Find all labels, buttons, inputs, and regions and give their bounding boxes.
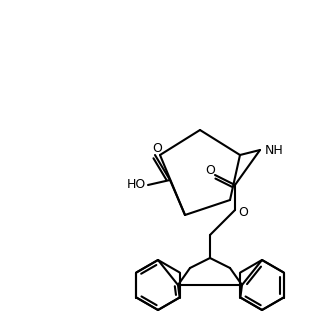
Text: O: O xyxy=(205,163,215,177)
Text: NH: NH xyxy=(265,144,284,156)
Text: HO: HO xyxy=(126,179,146,191)
Text: O: O xyxy=(152,142,162,154)
Text: O: O xyxy=(238,206,248,218)
